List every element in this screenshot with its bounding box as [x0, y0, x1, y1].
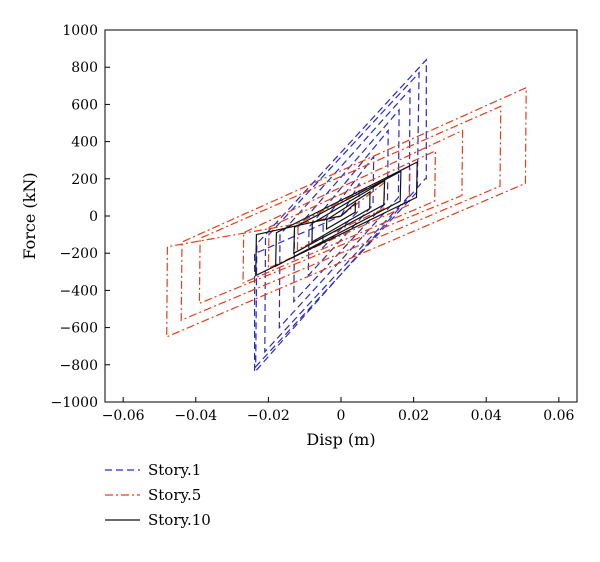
axis-ticks: −0.06 −0.04 −0.02 0 0.02 0.04 0.06 −1000 −800 −60… — [51, 23, 575, 424]
legend-label: Story.5 — [148, 486, 201, 504]
y-tick-label: 0 — [89, 209, 98, 225]
x-axis-label: Disp (m) — [306, 430, 375, 449]
legend: Story.1 Story.5 Story.10 — [105, 461, 211, 529]
plot-lines — [166, 58, 527, 374]
y-tick-label: 800 — [71, 60, 98, 76]
series-line-story-1 — [254, 58, 427, 374]
y-tick-label: 400 — [71, 135, 98, 151]
y-tick-label: −800 — [60, 358, 98, 374]
x-tick-label: −0.06 — [102, 408, 145, 424]
y-tick-label: 600 — [71, 97, 98, 113]
y-axis-label: Force (kN) — [20, 172, 39, 259]
x-tick-label: −0.04 — [174, 408, 217, 424]
x-tick-label: −0.02 — [247, 408, 290, 424]
x-tick-label: 0 — [337, 408, 346, 424]
y-tick-label: 1000 — [62, 23, 98, 39]
y-tick-label: −1000 — [51, 395, 98, 411]
y-tick-label: −200 — [60, 246, 98, 262]
legend-label: Story.10 — [148, 511, 211, 529]
y-tick-label: 200 — [71, 172, 98, 188]
x-tick-label: 0.04 — [471, 408, 502, 424]
x-tick-label: 0.06 — [543, 408, 574, 424]
y-tick-label: −400 — [60, 283, 98, 299]
y-tick-label: −600 — [60, 321, 98, 337]
x-tick-label: 0.02 — [398, 408, 429, 424]
legend-label: Story.1 — [148, 461, 201, 479]
series-line-story-5 — [166, 86, 527, 338]
series-line-story-10 — [255, 161, 418, 277]
